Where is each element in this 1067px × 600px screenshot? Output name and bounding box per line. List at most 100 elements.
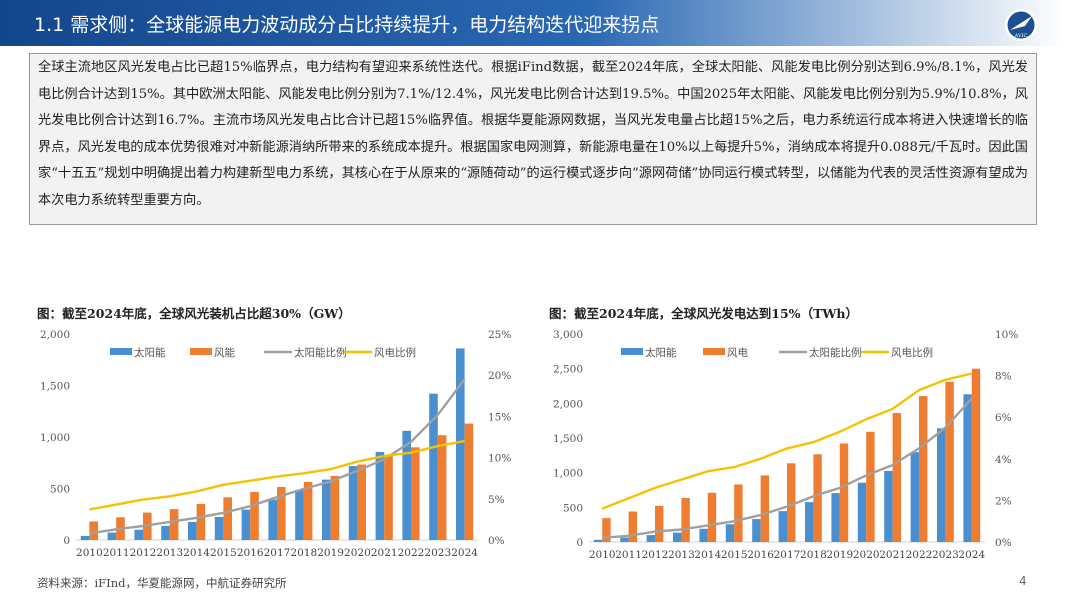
y2-tick-label: 4%	[995, 454, 1012, 466]
bar-wind	[411, 447, 420, 540]
y2-tick-label: 25%	[488, 329, 511, 341]
x-tick-label: 2022	[398, 547, 425, 559]
y-tick-label: 2,000	[40, 329, 70, 341]
bar-solar	[699, 528, 708, 542]
x-tick-label: 2023	[932, 549, 959, 561]
bar-wind	[734, 484, 743, 542]
bar-solar	[857, 482, 867, 542]
x-tick-label: 2012	[130, 547, 157, 559]
legend-label: 风电比例	[891, 346, 933, 359]
x-tick-label: 2017	[774, 549, 801, 561]
bar-solar	[429, 393, 438, 540]
bar-wind	[787, 463, 796, 542]
y-tick-label: 2,000	[553, 398, 583, 410]
bar-wind	[971, 368, 981, 542]
line-solar-share	[89, 378, 466, 535]
legend-swatch-bar	[190, 348, 212, 355]
legend-label: 太阳能	[134, 346, 166, 359]
page-title: 1.1 需求侧：全球能源电力波动成分占比持续提升，电力结构迭代迎来拐点	[34, 14, 660, 36]
bar-solar	[673, 532, 682, 542]
y-tick-label: 1,500	[553, 433, 583, 445]
bar-solar	[348, 466, 358, 540]
avic-logo-icon: AVIC	[1005, 9, 1037, 41]
x-tick-label: 2014	[183, 547, 210, 559]
legend-label: 风电比例	[374, 346, 416, 359]
x-tick-label: 2018	[800, 549, 827, 561]
bar-wind	[813, 454, 822, 542]
chart-svg: 0 500 1,000 1,500 2,000 2,500 3,000 0% 2% 4% 6% 8% 1…	[553, 329, 1018, 561]
bar-solar	[188, 521, 197, 540]
header-bar: 1.1 需求侧：全球能源电力波动成分占比持续提升，电力结构迭代迎来拐点 AVIC	[0, 0, 1067, 46]
legend-label: 太阳能比例	[294, 346, 347, 359]
bar-solar	[963, 394, 972, 542]
x-tick-label: 2024	[958, 549, 985, 561]
bar-wind	[760, 475, 769, 542]
bar-solar	[161, 525, 170, 540]
x-tick-label: 2020	[853, 549, 880, 561]
bar-wind	[223, 497, 232, 540]
bar-solar	[646, 535, 655, 542]
x-tick-label: 2019	[317, 547, 344, 559]
x-tick-label: 2022	[906, 549, 933, 561]
x-tick-label: 2024	[451, 547, 478, 559]
bar-wind	[681, 498, 690, 542]
x-tick-label: 2013	[156, 547, 183, 559]
x-tick-label: 2016	[747, 549, 774, 561]
x-tick-label: 2021	[879, 549, 906, 561]
bar-wind	[628, 511, 637, 542]
bar-wind	[839, 443, 849, 542]
x-tick-label: 2021	[371, 547, 398, 559]
x-tick-label: 2010	[76, 547, 103, 559]
y2-tick-label: 5%	[488, 494, 505, 506]
x-tick-label: 2019	[826, 549, 853, 561]
legend: 太阳能 风电 太阳能比例 风电比例	[621, 346, 933, 359]
x-tick-label: 2012	[642, 549, 669, 561]
bar-wind	[250, 491, 259, 540]
chart-generation-share: 图：截至2024年底，全球风光发电达到15%（TWh） 0 500 1,000 1,5…	[545, 300, 1045, 570]
y-tick-label: 1,500	[40, 381, 70, 393]
logo-text: AVIC	[1014, 33, 1028, 39]
bar-solar	[80, 535, 90, 540]
x-tick-label: 2015	[210, 547, 237, 559]
bar-wind	[384, 455, 393, 540]
x-tick-label: 2016	[237, 547, 264, 559]
bar-wind	[303, 481, 313, 540]
source-note: 资料来源：iFInd，华夏能源网，中航证券研究所	[37, 576, 287, 590]
page-number: 4	[1019, 574, 1027, 588]
bar-solar	[725, 524, 735, 542]
bar-solar	[295, 489, 304, 540]
y2-tick-label: 10%	[488, 453, 511, 465]
y2-tick-label: 20%	[488, 370, 511, 382]
x-tick-label: 2015	[721, 549, 748, 561]
bar-solar	[620, 537, 629, 542]
bar-solar	[214, 517, 224, 540]
bar-wind	[437, 435, 447, 540]
bar-solar	[241, 509, 251, 540]
y2-tick-label: 8%	[995, 371, 1012, 383]
bar-wind	[357, 464, 366, 540]
y-tick-label: 2,500	[553, 364, 583, 376]
y-tick-label: 0	[63, 535, 70, 547]
y2-tick-label: 2%	[995, 495, 1012, 507]
x-tick-label: 2023	[424, 547, 451, 559]
y-tick-label: 1,000	[40, 432, 70, 444]
bar-wind	[866, 431, 875, 542]
bar-wind	[89, 521, 98, 540]
bar-solar	[805, 502, 814, 542]
bar-solar	[456, 348, 465, 540]
bar-solar	[134, 529, 143, 540]
legend-swatch-bar	[621, 348, 643, 355]
y2-tick-label: 10%	[995, 329, 1018, 341]
bar-solar	[884, 470, 893, 542]
bar-wind	[464, 423, 474, 540]
legend-label: 风电	[727, 346, 748, 359]
chart-title: 图：截至2024年底，全球风光装机占比超30%（GW）	[37, 306, 351, 321]
y2-tick-label: 15%	[488, 411, 511, 423]
legend-label: 太阳能比例	[809, 346, 862, 359]
bar-wind	[945, 381, 954, 542]
bar-solar	[268, 499, 277, 540]
legend-label: 风能	[214, 346, 235, 359]
x-tick-label: 2013	[668, 549, 695, 561]
bar-solar	[402, 430, 411, 540]
bar-wind	[602, 518, 611, 542]
